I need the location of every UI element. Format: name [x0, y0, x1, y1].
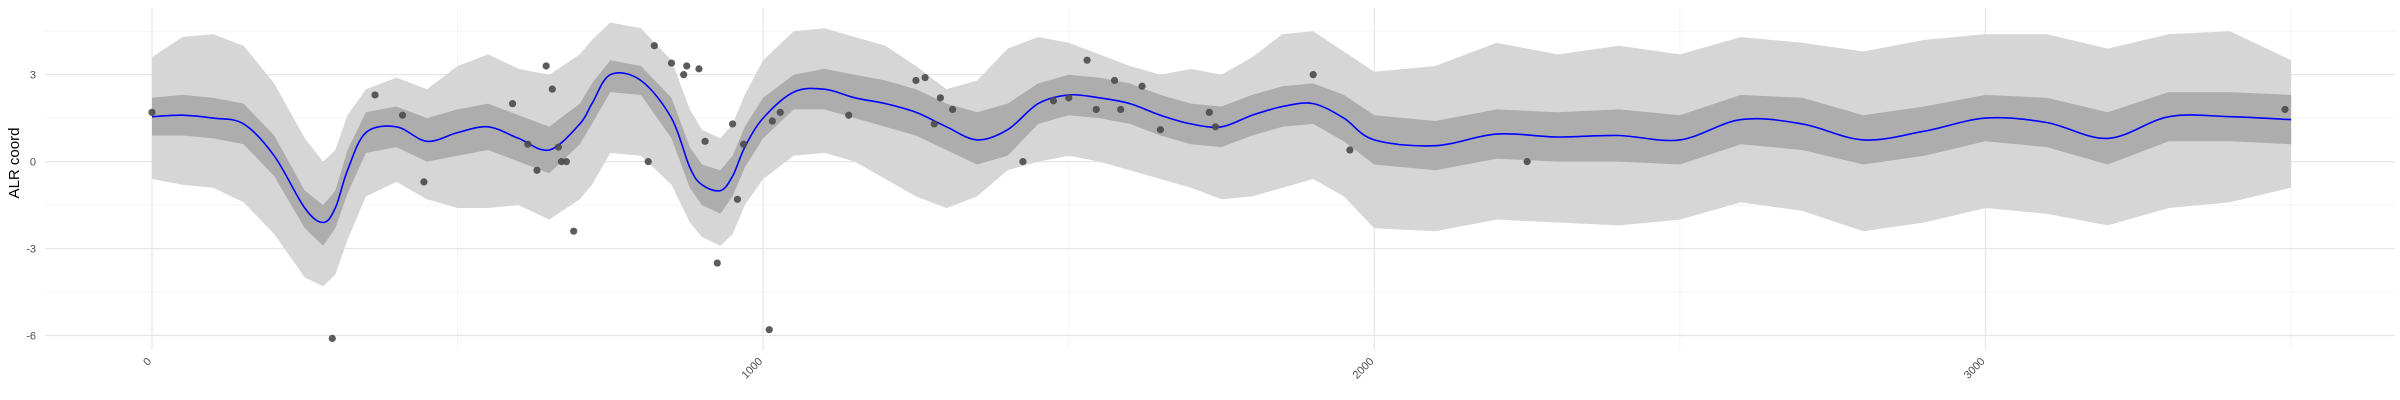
mean-line-layer — [151, 72, 2292, 224]
x-tick-label: 0 — [141, 356, 154, 369]
data-point — [508, 100, 517, 108]
data-point — [667, 59, 676, 67]
data-point — [650, 42, 658, 50]
data-point — [570, 227, 578, 235]
mean-line — [151, 72, 2292, 224]
data-point — [695, 65, 703, 73]
data-point — [1110, 76, 1119, 85]
data-point — [1065, 94, 1073, 102]
x-axis-ticks: 0 1000 2000 3000 — [141, 356, 1987, 382]
data-point — [2281, 105, 2289, 114]
data-point — [548, 85, 556, 93]
data-point — [1523, 158, 1531, 166]
confidence-bands — [152, 22, 2292, 287]
y-tick-label: -3 — [26, 244, 36, 256]
data-point — [845, 111, 853, 119]
data-point — [533, 166, 541, 174]
data-point — [936, 94, 944, 102]
y-tick-label: -6 — [26, 331, 36, 343]
data-point — [562, 158, 570, 166]
y-axis-title: ALR coord — [6, 128, 23, 199]
data-point — [554, 143, 562, 151]
data-point — [1309, 71, 1317, 79]
data-point — [524, 140, 532, 148]
data-point — [765, 326, 773, 334]
data-point — [1117, 105, 1125, 114]
x-tick-label: 3000 — [1962, 356, 1988, 382]
x-tick-label: 2000 — [1351, 356, 1377, 382]
y-tick-label: 0 — [30, 157, 36, 169]
y-tick-label: 3 — [30, 70, 36, 82]
data-point — [728, 120, 737, 128]
data-point — [713, 259, 721, 267]
data-point — [733, 195, 742, 203]
data-point — [680, 71, 688, 79]
data-point — [930, 120, 938, 128]
data-point — [420, 178, 428, 186]
data-point — [644, 158, 652, 166]
x-tick-label: 1000 — [739, 356, 765, 382]
observation-points — [148, 42, 2289, 343]
data-point — [768, 117, 776, 125]
y-axis-ticks: -6 -3 0 3 — [26, 70, 36, 343]
data-point — [1083, 56, 1091, 64]
data-point — [371, 91, 379, 99]
data-point — [701, 137, 709, 145]
data-point — [683, 62, 691, 70]
data-point — [776, 108, 784, 116]
data-point — [1019, 158, 1027, 166]
data-point — [912, 76, 920, 85]
data-point — [328, 334, 336, 343]
data-point — [1156, 126, 1165, 134]
data-point — [949, 105, 957, 114]
data-point — [398, 111, 407, 119]
data-point — [1138, 82, 1146, 90]
data-point — [1092, 105, 1100, 114]
data-point — [921, 73, 929, 82]
inner-credible-band — [152, 60, 2292, 246]
outer-credible-band — [152, 22, 2292, 287]
data-point — [542, 62, 550, 70]
data-point — [1211, 123, 1220, 131]
data-point — [148, 108, 156, 116]
data-point — [1205, 108, 1213, 116]
data-point — [1346, 146, 1354, 154]
data-point — [1049, 97, 1058, 105]
data-point — [739, 140, 748, 148]
